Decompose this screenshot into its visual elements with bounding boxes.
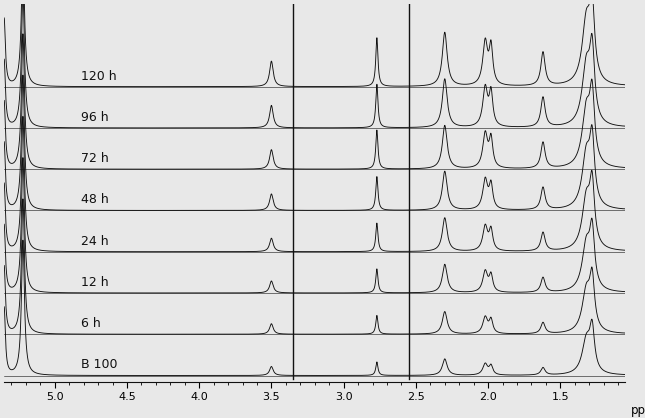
Text: 96 h: 96 h: [81, 111, 108, 124]
Text: 72 h: 72 h: [81, 152, 108, 165]
Text: 24 h: 24 h: [81, 234, 108, 247]
Text: 12 h: 12 h: [81, 276, 108, 289]
Text: 6 h: 6 h: [81, 317, 101, 330]
Text: 48 h: 48 h: [81, 194, 108, 206]
X-axis label: ppm: ppm: [631, 404, 645, 417]
Text: 120 h: 120 h: [81, 69, 116, 83]
Text: B 100: B 100: [81, 358, 117, 372]
